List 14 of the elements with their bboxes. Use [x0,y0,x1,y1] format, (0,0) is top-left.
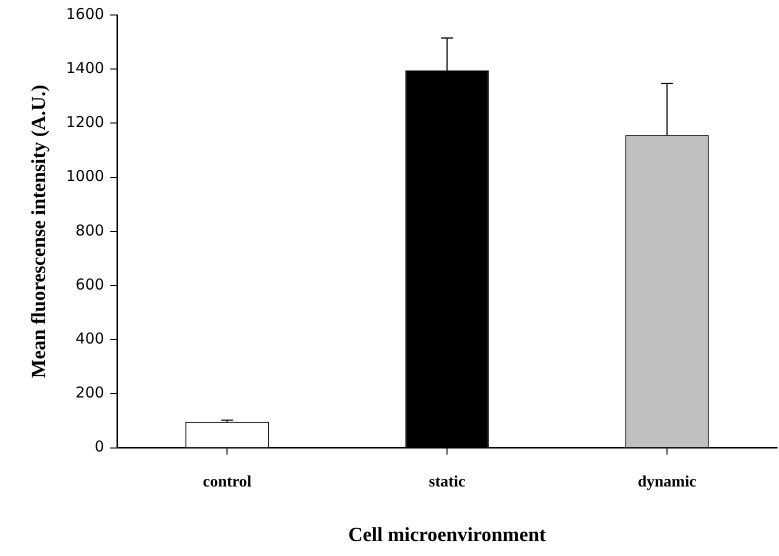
x-tick-label: dynamic [638,474,696,491]
y-tick-label: 1600 [66,4,104,23]
x-tick-label: static [428,474,466,491]
y-tick-label: 800 [76,221,104,240]
y-tick-label: 1400 [66,58,104,77]
y-axis-title: Mean fluorescense intensity (A.U.) [28,84,50,378]
y-tick-label: 0 [94,438,104,456]
x-axis-title: Cell microenvironment [348,524,546,546]
y-tick-label: 400 [76,329,104,348]
y-tick-label: 600 [76,275,104,294]
y-tick-label: 1200 [66,113,104,132]
x-tick-label: control [202,474,252,491]
y-tick-label: 1000 [66,167,104,186]
y-tick-label: 200 [76,384,104,402]
